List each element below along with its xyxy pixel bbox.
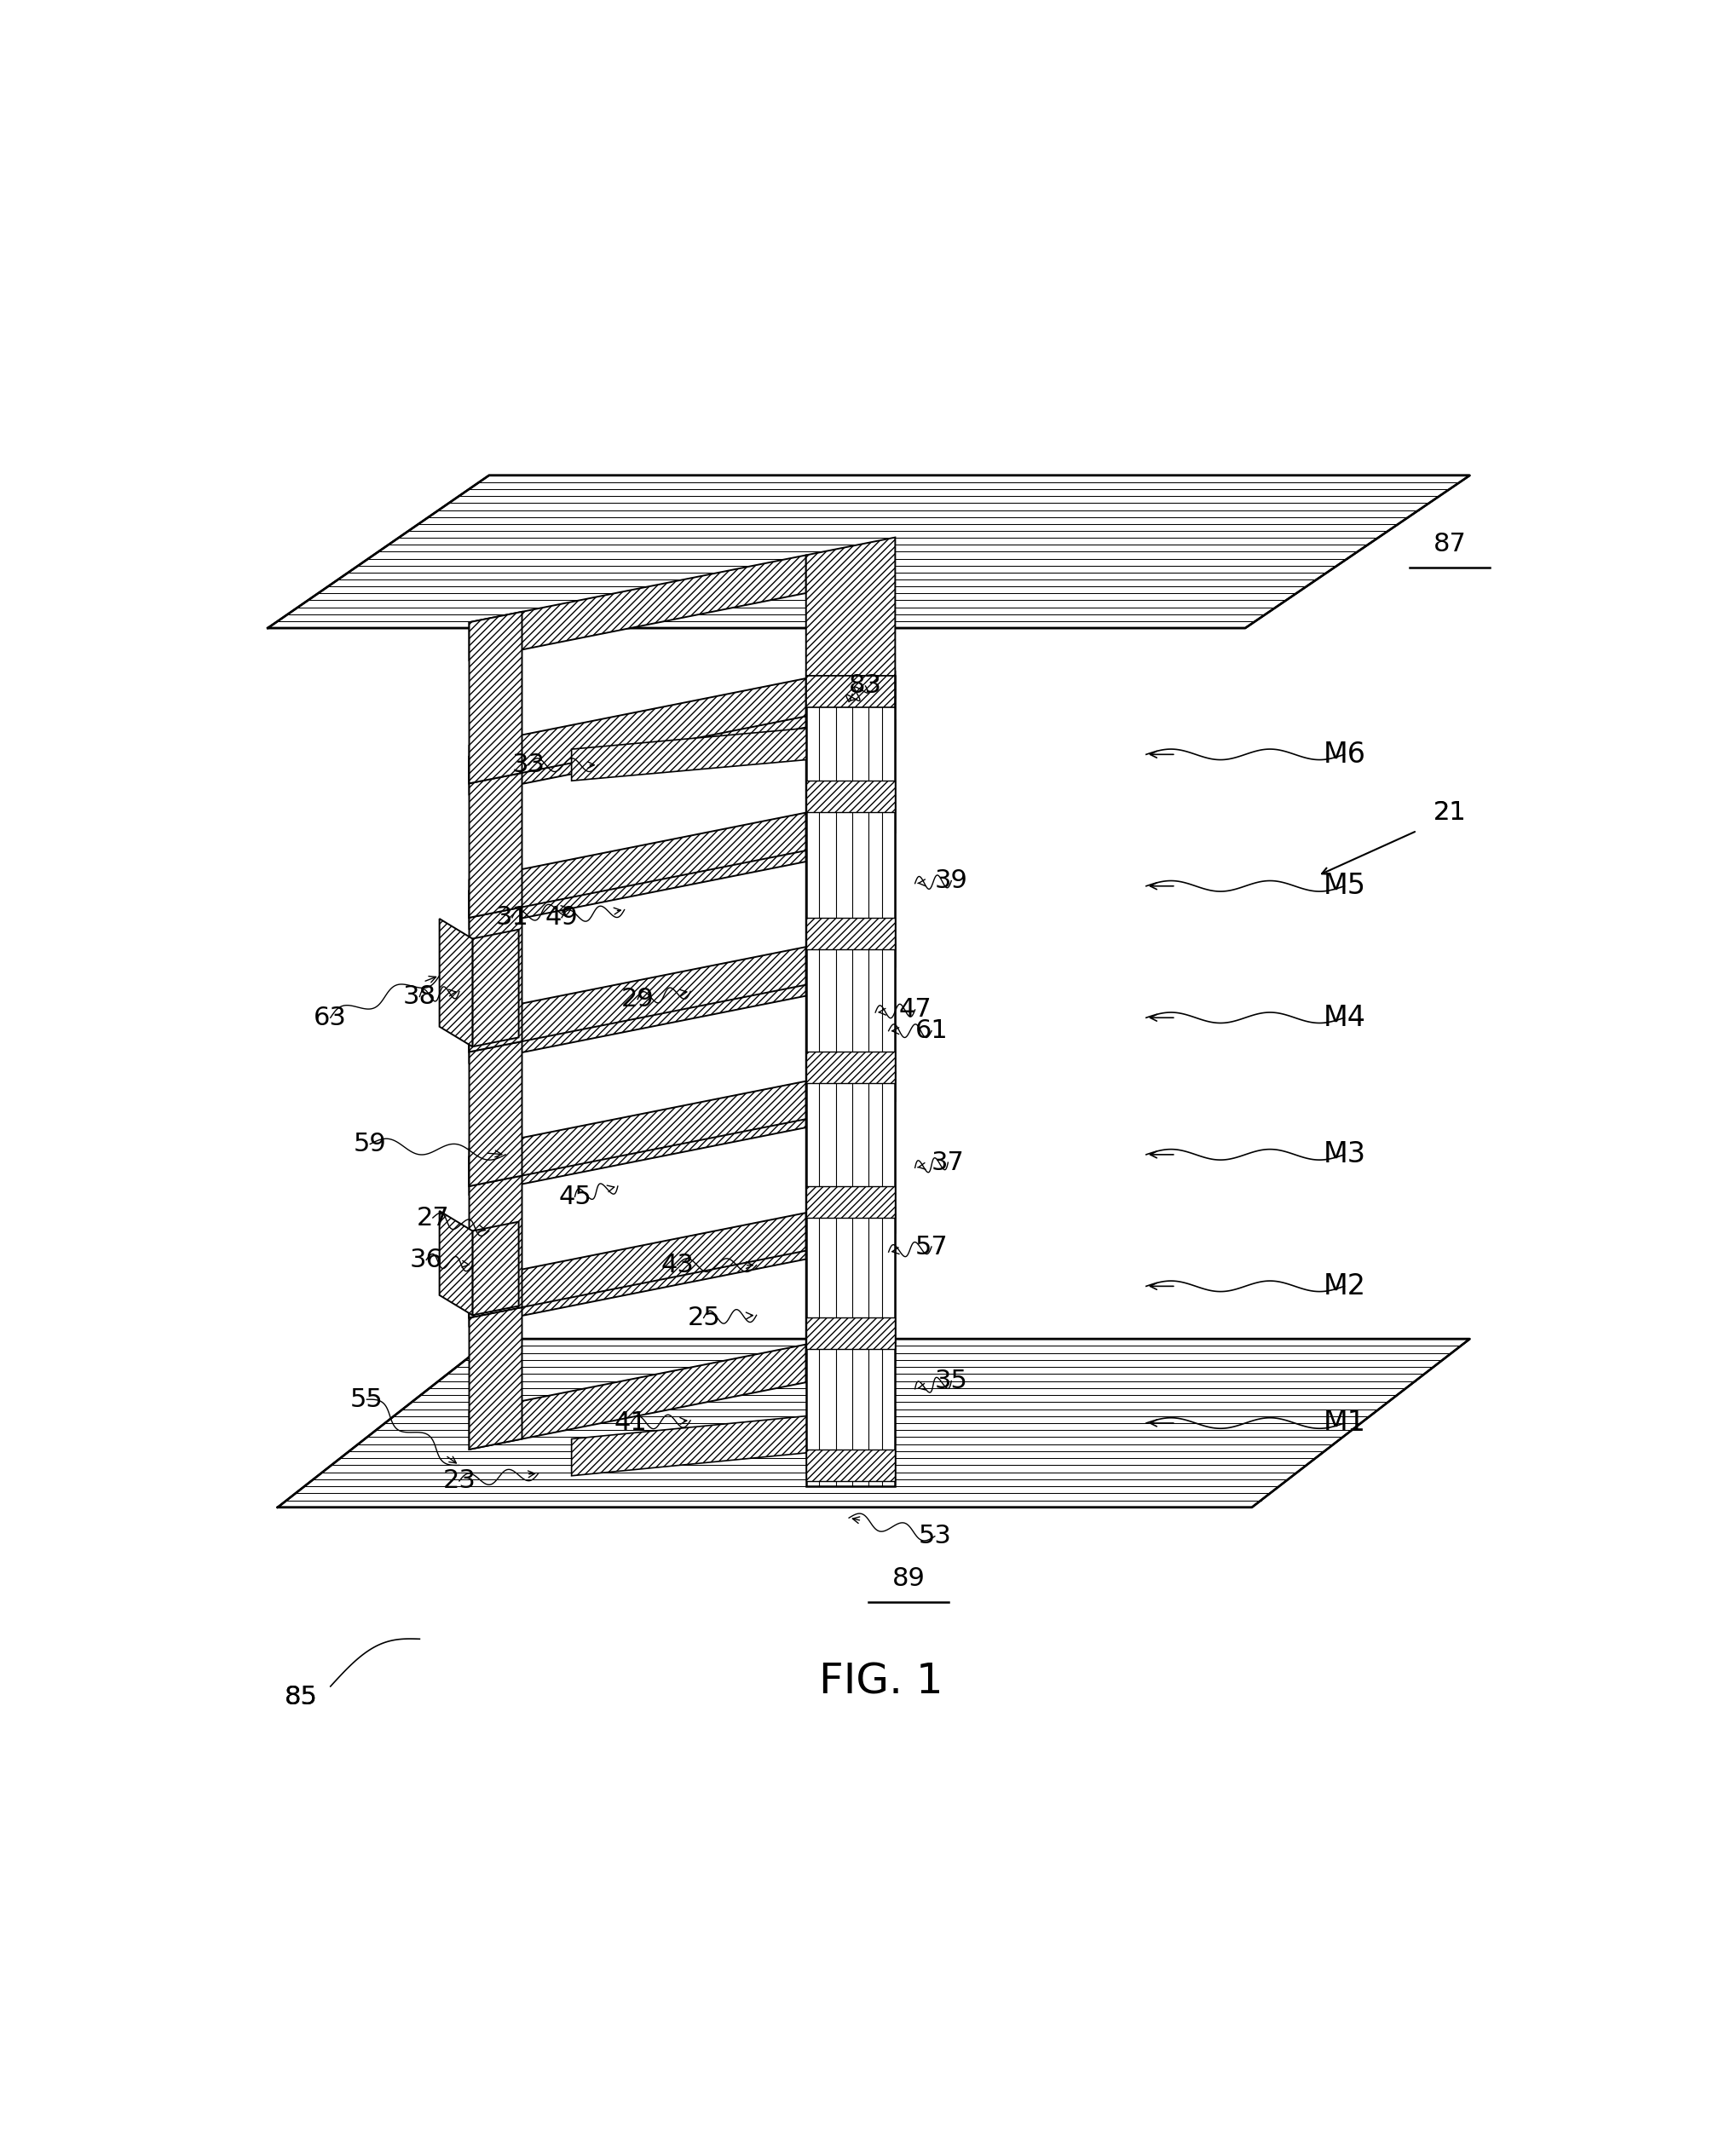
Text: 83: 83 (849, 673, 882, 699)
Polygon shape (278, 1339, 1470, 1507)
Polygon shape (469, 813, 806, 918)
Polygon shape (469, 1345, 806, 1449)
Text: 49: 49 (545, 906, 578, 929)
Text: 21: 21 (1434, 800, 1466, 826)
Polygon shape (469, 690, 806, 793)
Text: 25: 25 (688, 1307, 720, 1330)
Polygon shape (469, 679, 806, 783)
Text: 85: 85 (284, 1684, 318, 1710)
Text: 29: 29 (621, 987, 655, 1011)
Polygon shape (440, 1212, 473, 1315)
Polygon shape (469, 1080, 806, 1186)
Text: 55: 55 (351, 1386, 383, 1412)
Text: M5: M5 (1324, 871, 1365, 901)
Polygon shape (268, 474, 1470, 627)
Text: 36: 36 (409, 1248, 444, 1272)
Polygon shape (469, 957, 806, 1063)
Text: 41: 41 (614, 1410, 648, 1436)
Polygon shape (806, 1072, 896, 1250)
Text: M3: M3 (1324, 1141, 1365, 1169)
Text: 43: 43 (660, 1253, 694, 1279)
Polygon shape (806, 1317, 896, 1350)
Text: M6: M6 (1324, 740, 1365, 768)
Polygon shape (571, 1408, 896, 1475)
Text: 21: 21 (1434, 800, 1466, 826)
Text: 27: 27 (416, 1205, 449, 1231)
Polygon shape (469, 1214, 806, 1317)
Text: M2: M2 (1324, 1272, 1365, 1300)
Text: 59: 59 (354, 1132, 387, 1156)
Text: 61: 61 (915, 1018, 947, 1044)
Text: 89: 89 (892, 1565, 925, 1591)
Polygon shape (806, 940, 896, 1119)
Polygon shape (440, 918, 473, 1046)
Polygon shape (806, 673, 896, 849)
Text: M1: M1 (1324, 1410, 1365, 1438)
Polygon shape (806, 806, 896, 985)
Text: M4: M4 (1324, 1005, 1365, 1033)
Polygon shape (469, 880, 523, 1052)
Polygon shape (806, 1449, 896, 1481)
Polygon shape (469, 554, 806, 660)
Polygon shape (806, 1203, 896, 1382)
Polygon shape (469, 824, 806, 929)
Polygon shape (469, 946, 806, 1052)
Text: 37: 37 (932, 1149, 964, 1175)
Polygon shape (571, 720, 896, 780)
Polygon shape (473, 1222, 519, 1315)
Polygon shape (469, 746, 523, 918)
Polygon shape (469, 1015, 523, 1186)
Polygon shape (469, 1220, 806, 1326)
Polygon shape (806, 1052, 896, 1084)
Polygon shape (806, 918, 896, 949)
Polygon shape (806, 1186, 896, 1218)
Text: 47: 47 (899, 998, 932, 1022)
Polygon shape (469, 1279, 523, 1449)
Text: 45: 45 (559, 1184, 591, 1210)
Text: 38: 38 (402, 985, 437, 1009)
Text: 57: 57 (915, 1235, 947, 1259)
Text: FIG. 1: FIG. 1 (818, 1660, 944, 1701)
Text: 87: 87 (1434, 533, 1466, 556)
Text: 31: 31 (495, 906, 529, 929)
Text: 33: 33 (512, 752, 545, 778)
Text: 35: 35 (935, 1369, 968, 1393)
Polygon shape (473, 929, 519, 1046)
Polygon shape (806, 675, 896, 1485)
Polygon shape (469, 1089, 806, 1194)
Text: 63: 63 (315, 1005, 347, 1031)
Polygon shape (469, 612, 523, 783)
Polygon shape (806, 780, 896, 813)
Text: 53: 53 (918, 1524, 951, 1548)
Polygon shape (806, 675, 896, 707)
Polygon shape (806, 537, 896, 716)
Text: 85: 85 (284, 1684, 318, 1710)
Text: 39: 39 (935, 869, 968, 893)
Polygon shape (469, 1147, 523, 1317)
Text: 23: 23 (444, 1468, 476, 1494)
